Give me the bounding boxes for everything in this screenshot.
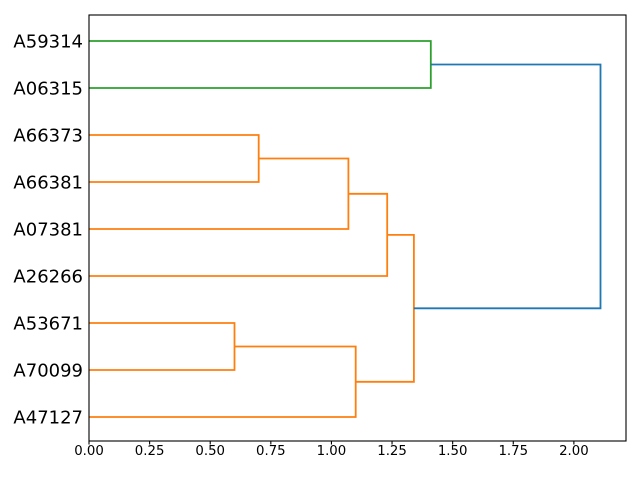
x-tick-label: 1.25 <box>377 444 407 459</box>
x-tick-label: 0.00 <box>74 444 104 459</box>
dendrogram-link-O6 <box>355 234 415 383</box>
leaf-label: A06315 <box>13 78 83 99</box>
dendrogram-link-O3 <box>89 192 389 277</box>
dendrogram-link-G1 <box>89 40 432 89</box>
dendrogram-link-O2 <box>89 157 350 230</box>
leaf-label: A07381 <box>13 219 83 240</box>
dendrogram-link-R1 <box>413 63 602 310</box>
dendrogram-link-O1 <box>89 134 260 183</box>
leaf-label: A26266 <box>13 266 83 287</box>
x-tick-label: 0.75 <box>256 444 286 459</box>
x-tick-label: 2.00 <box>559 444 589 459</box>
leaf-label: A66381 <box>13 172 83 193</box>
x-tick-label: 1.00 <box>317 444 347 459</box>
x-tick-label: 1.75 <box>498 444 528 459</box>
x-tick-label: 0.50 <box>195 444 225 459</box>
leaf-label: A59314 <box>13 31 83 52</box>
x-tick-label: 0.25 <box>135 444 165 459</box>
plot-border <box>88 14 627 442</box>
leaf-label: A66373 <box>13 125 83 146</box>
x-tick-label: 1.50 <box>438 444 468 459</box>
dendrogram-link-O5 <box>89 345 357 418</box>
leaf-label: A47127 <box>13 407 83 428</box>
leaf-label: A70099 <box>13 360 83 381</box>
leaf-label: A53671 <box>13 313 83 334</box>
dendrogram-link-O4 <box>89 322 236 371</box>
